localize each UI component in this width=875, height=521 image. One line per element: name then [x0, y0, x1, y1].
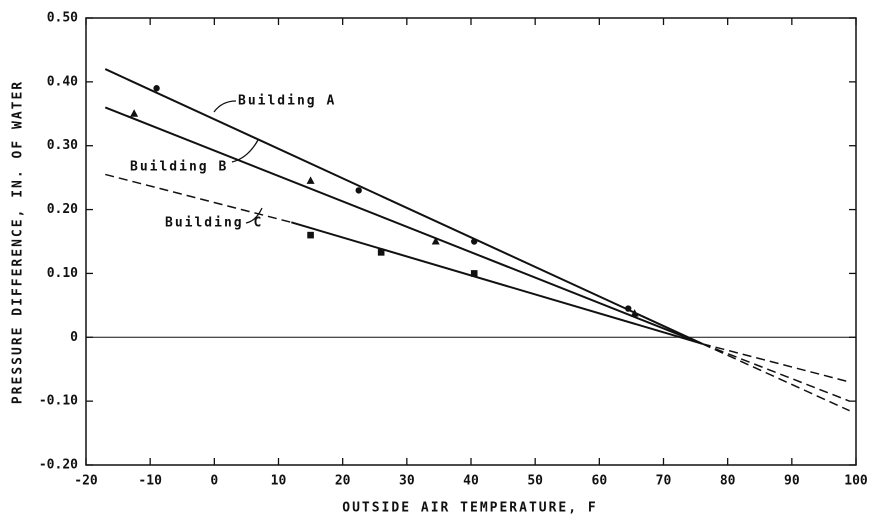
- series-label: Building B: [130, 160, 228, 175]
- point: [355, 187, 362, 194]
- y-tick-label: 0.10: [47, 266, 78, 281]
- x-tick-label: -20: [74, 474, 98, 489]
- x-axis-title: OUTSIDE AIR TEMPERATURE, F: [342, 501, 598, 516]
- point: [630, 309, 639, 317]
- fit-line: [104, 106, 703, 345]
- x-tick-label: 100: [844, 474, 868, 489]
- point: [471, 238, 478, 245]
- x-tick-label: 30: [399, 474, 415, 489]
- point: [307, 231, 314, 239]
- point: [130, 109, 139, 117]
- y-tick-label: -0.10: [39, 394, 78, 409]
- x-tick-label: 40: [463, 474, 479, 489]
- fit-line: [104, 68, 703, 345]
- label-leader: [213, 100, 237, 113]
- y-tick-label: -0.20: [39, 458, 78, 473]
- fit-line: [701, 342, 850, 402]
- y-tick-label: 0: [70, 330, 78, 345]
- point: [153, 85, 160, 92]
- label-leader: [231, 139, 259, 163]
- point: [306, 176, 315, 184]
- fit-line: [291, 221, 703, 345]
- series-label: Building A: [238, 94, 336, 109]
- y-tick-label: 0.40: [47, 74, 78, 89]
- point: [470, 270, 478, 277]
- y-tick-label: 0.30: [47, 138, 78, 153]
- point: [625, 305, 632, 312]
- y-tick-label: 0.50: [47, 11, 78, 26]
- series-label: Building C: [165, 216, 263, 231]
- x-tick-label: 80: [720, 474, 736, 489]
- x-tick-label: 50: [527, 474, 543, 489]
- x-tick-label: 20: [335, 474, 351, 489]
- x-tick-label: 0: [210, 474, 218, 489]
- y-tick-label: 0.20: [47, 202, 78, 217]
- point: [431, 237, 440, 245]
- x-tick-label: 90: [784, 474, 800, 489]
- y-axis-title: PRESSURE DIFFERENCE, IN. OF WATER: [11, 80, 26, 404]
- x-tick-label: 70: [656, 474, 672, 489]
- x-tick-label: 10: [271, 474, 287, 489]
- x-tick-label: 60: [592, 474, 608, 489]
- fit-line: [701, 342, 850, 412]
- fit-line: [701, 342, 850, 383]
- point: [377, 249, 385, 256]
- fit-line: [105, 173, 292, 224]
- label-leader: [245, 207, 263, 224]
- plot-frame: [85, 17, 857, 466]
- x-tick-label: -10: [138, 474, 162, 489]
